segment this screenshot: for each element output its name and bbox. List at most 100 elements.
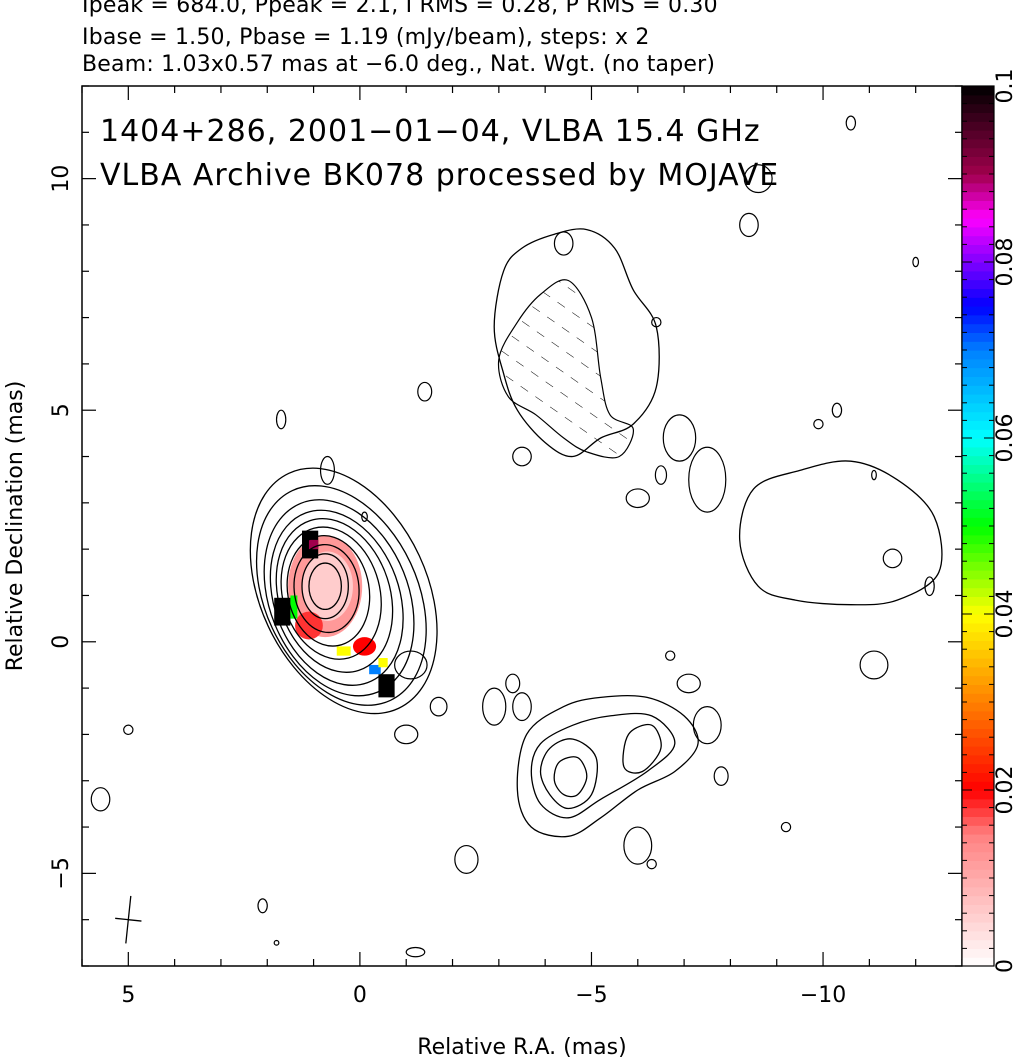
small-contour: [859, 650, 889, 680]
colorbar-segment: [962, 174, 994, 184]
pol-edge-pixel: [378, 674, 395, 698]
colorbar-segment: [962, 957, 994, 967]
core-contour: [286, 535, 371, 647]
colorbar-segment: [962, 165, 994, 175]
colorbar-segment: [962, 781, 994, 791]
small-contour: [275, 409, 287, 430]
colorbar-segment: [962, 323, 994, 333]
colorbar-tick-label: 0.02: [993, 766, 1018, 815]
colorbar-segment: [962, 543, 994, 553]
colorbar-segment: [962, 605, 994, 615]
colorbar-segment: [962, 763, 994, 773]
jet-contour: [739, 460, 943, 606]
colorbar-segment: [962, 614, 994, 624]
colorbar-segment: [962, 631, 994, 641]
core-contour: [249, 467, 438, 715]
core-contour: [275, 517, 394, 673]
colorbar-segment: [962, 244, 994, 254]
small-contour: [662, 414, 697, 462]
chart-subtitle: VLBA Archive BK078 processed by MOJAVE: [100, 158, 779, 193]
colorbar-segment: [962, 666, 994, 677]
plot-frame: [81, 85, 963, 967]
small-contour: [319, 455, 336, 485]
colorbar-segment: [962, 253, 994, 263]
jet-contour: [493, 228, 660, 458]
colorbar-segment: [962, 728, 994, 738]
small-contour: [743, 164, 773, 194]
colorbar-segment: [962, 886, 994, 897]
colorbar-segment: [962, 834, 994, 844]
colorbar-segment: [962, 904, 994, 914]
colorbar-segment: [962, 596, 994, 606]
colorbar-segment: [962, 816, 994, 826]
colorbar-segment: [962, 394, 994, 404]
colorbar-segment: [962, 772, 994, 782]
x-tick-label: 5: [121, 983, 135, 1008]
colorbar-segment: [962, 147, 994, 157]
colorbar-segment: [962, 710, 994, 721]
colorbar-segment: [962, 561, 994, 571]
colorbar-segment: [962, 658, 994, 668]
colorbar-segment: [962, 209, 994, 219]
colorbar-segment: [962, 358, 994, 369]
colorbar-segment: [962, 429, 994, 439]
colorbar-segment: [962, 200, 994, 210]
colorbar-segment: [962, 112, 994, 122]
colorbar: 0 0.02 0.04 0.06 0.08 0.1: [961, 69, 1018, 973]
colorbar-segment: [962, 649, 994, 659]
colorbar-segment: [962, 438, 994, 448]
small-contour: [625, 488, 650, 509]
colorbar-segment: [962, 235, 994, 245]
small-contour: [361, 511, 368, 522]
colorbar-segment: [962, 552, 994, 562]
colorbar-segment: [962, 534, 994, 545]
y-axis-label: Relative Declination (mas): [3, 381, 28, 672]
x-tick-label: 0: [353, 983, 367, 1008]
colorbar-segment: [962, 297, 994, 307]
colorbar-segment: [962, 878, 994, 888]
colorbar-segment: [962, 191, 994, 201]
colorbar-segment: [962, 798, 994, 809]
small-contour: [646, 858, 657, 870]
colorbar-segment: [962, 121, 994, 131]
small-contour: [871, 469, 877, 481]
colorbar-segment: [962, 578, 994, 589]
colorbar-segment: [962, 851, 994, 861]
jet-contour: [530, 712, 676, 819]
colorbar-segment: [962, 376, 994, 386]
colorbar-segment: [962, 473, 994, 483]
pol-edge-pixel: [290, 595, 298, 619]
hatched-region: [497, 279, 634, 459]
colorbar-segment: [962, 482, 994, 492]
pol-edge-pixel: [274, 597, 291, 626]
y-tick-label: 10: [49, 165, 74, 193]
colorbar-segment: [962, 807, 994, 817]
colorbar-segment: [962, 737, 994, 747]
jet-contour: [539, 738, 598, 810]
core-contour: [293, 543, 360, 634]
colorbar-segment: [962, 570, 994, 580]
colorbar-segment: [962, 895, 994, 905]
small-contour: [417, 381, 433, 402]
pol-edge-pixel: [378, 658, 388, 668]
colorbar-segment: [962, 86, 994, 96]
colorbar-segment: [962, 860, 994, 870]
colorbar-segment: [962, 411, 994, 421]
colorbar-segment: [962, 922, 994, 932]
pol-edge-pixel: [369, 664, 381, 675]
colorbar-segment: [962, 490, 994, 501]
colorbar-segment: [962, 262, 994, 272]
colorbar-segment: [962, 332, 994, 342]
small-contour: [273, 939, 280, 946]
x-tick-label: −5: [575, 983, 607, 1008]
colorbar-tick-label: 0.04: [993, 590, 1018, 639]
colorbar-segment: [962, 842, 994, 853]
small-contour: [123, 724, 134, 736]
small-contour: [90, 787, 111, 812]
small-contour: [813, 418, 824, 430]
colorbar-segment: [962, 702, 994, 712]
jet-contour: [553, 756, 588, 798]
header-stats-line: Ipeak = 684.0, Ppeak = 2.1, I RMS = 0.28…: [82, 0, 718, 18]
core-contour: [263, 499, 415, 697]
